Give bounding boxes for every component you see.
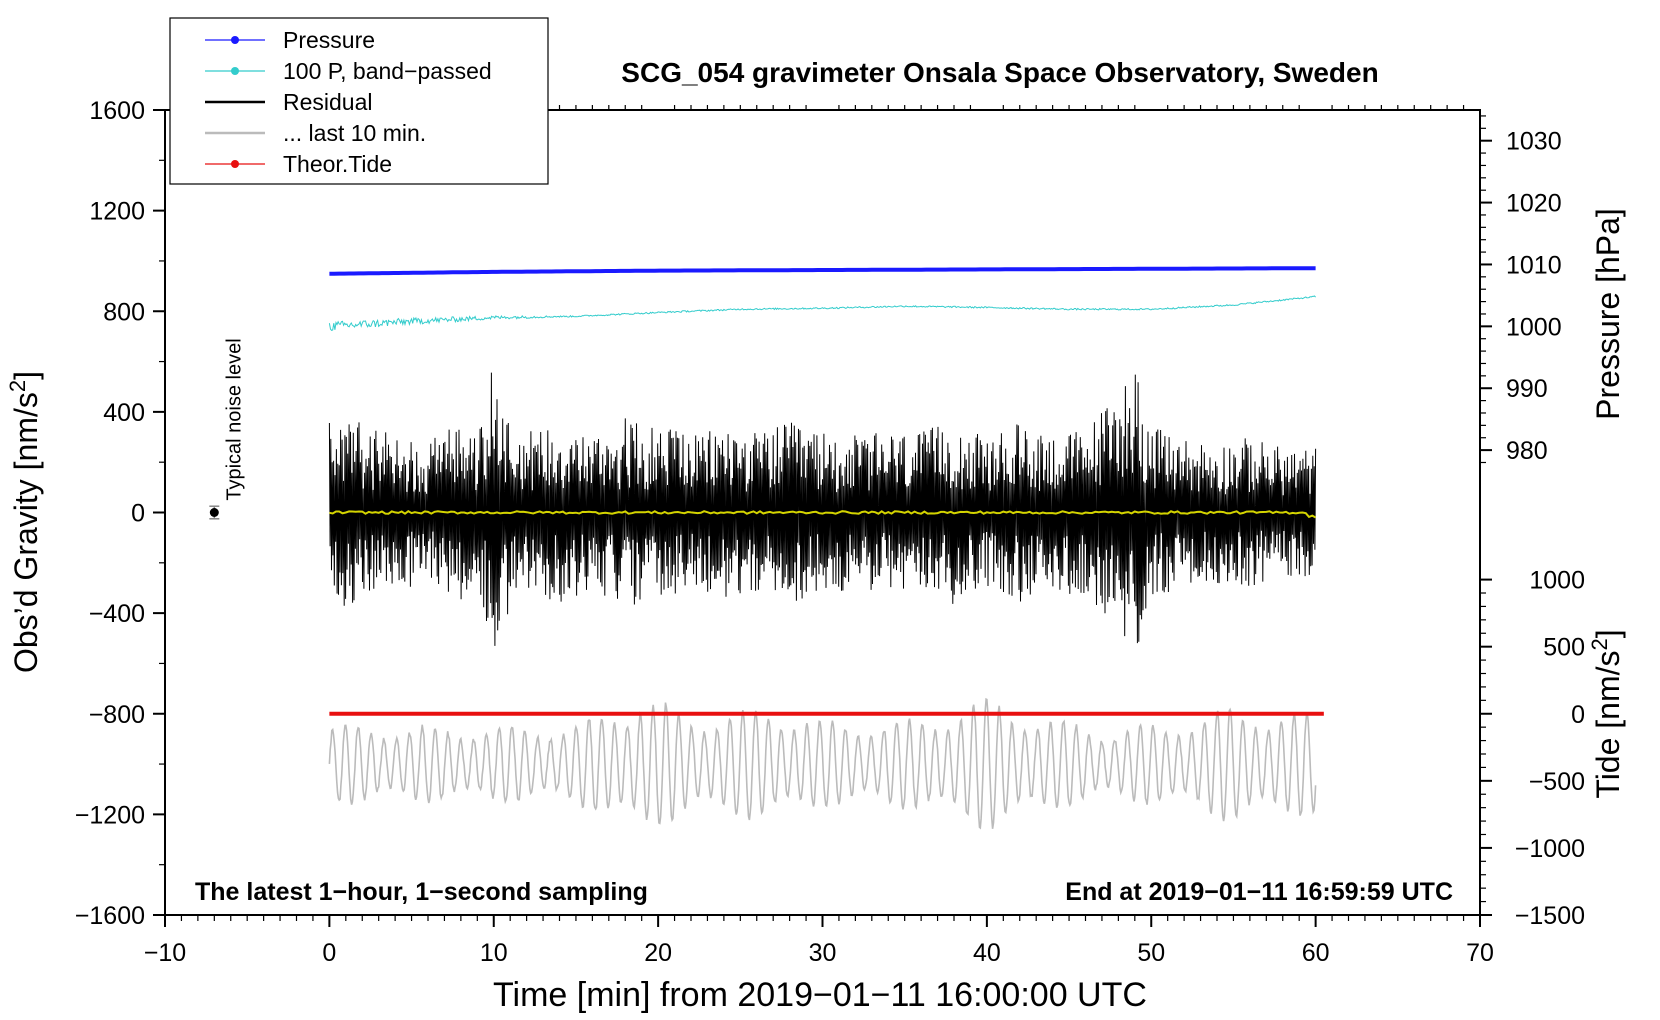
x-tick-label: 20 (644, 939, 672, 967)
legend-entry: 100 P, band−passed (205, 58, 492, 84)
tide-tick-label: 0 (1571, 701, 1585, 729)
legend-marker (231, 36, 239, 44)
pressure-tick-label: 1000 (1506, 313, 1562, 341)
legend-marker (231, 67, 239, 75)
annotation-sampling: The latest 1−hour, 1−second sampling (195, 878, 648, 906)
x-axis-label: Time [min] from 2019−01−11 16:00:00 UTC (493, 976, 1147, 1014)
residual-mean-line (329, 510, 1317, 519)
pressure-tick-label: 1030 (1506, 128, 1562, 156)
x-tick-label: 0 (322, 939, 336, 967)
legend-label: Pressure (283, 27, 375, 53)
pressure-tick-label: 980 (1506, 437, 1548, 465)
y-tick-label: 400 (103, 399, 145, 427)
y-tick-label: 0 (131, 500, 145, 528)
legend-entry: ... last 10 min. (205, 120, 426, 146)
x-axis: −10 0 10 20 30 40 50 60 70 (144, 105, 1494, 967)
noise-level-marker (209, 505, 220, 520)
x-tick-label: −10 (144, 939, 186, 967)
noise-point (209, 508, 219, 517)
legend-label: ... last 10 min. (283, 120, 426, 146)
y-tick-label: 800 (103, 298, 145, 326)
tide-tick-label: −1000 (1515, 835, 1585, 863)
pressure-tick-label: 1010 (1506, 251, 1562, 279)
last-10-min-line (328, 697, 1317, 830)
noise-level-label: Typical noise level (223, 338, 245, 500)
tide-tick-label: −1500 (1515, 902, 1585, 930)
pressure-axis-label: Pressure [hPa] (1590, 208, 1626, 420)
x-tick-label: 10 (480, 939, 508, 967)
chart-title: SCG_054 gravimeter Onsala Space Observat… (621, 57, 1378, 88)
pressure-axis: 1030 1020 1010 1000 990 980 (1480, 115, 1562, 465)
x-tick-label: 30 (809, 939, 837, 967)
tide-tick-label: 1000 (1529, 567, 1585, 595)
pressure-line (329, 266, 1316, 276)
legend-marker (231, 160, 239, 168)
x-tick-label: 50 (1137, 939, 1165, 967)
series-layer (328, 266, 1324, 830)
tide-axis-label: Tide [nm/s2] (1587, 629, 1627, 798)
tide-tick-label: −500 (1529, 768, 1585, 796)
y-tick-label: −400 (89, 600, 145, 628)
legend-label: Theor.Tide (283, 151, 392, 177)
band-passed-pressure-line (328, 295, 1316, 331)
y-axis-left: 1600 1200 800 400 0 −400 −800 −1200 −1600 (75, 97, 165, 930)
y-tick-label: 1200 (89, 198, 145, 226)
y-tick-label: −1600 (75, 902, 145, 930)
annotation-end-time: End at 2019−01−11 16:59:59 UTC (1065, 878, 1453, 906)
x-tick-label: 70 (1466, 939, 1494, 967)
y-tick-label: −1200 (75, 801, 145, 829)
x-tick-label: 40 (973, 939, 1001, 967)
legend-label: Residual (283, 89, 373, 115)
residual-line (328, 372, 1317, 646)
legend-entry: Pressure (205, 27, 375, 53)
y-tick-label: 1600 (89, 97, 145, 125)
legend: Pressure 100 P, band−passed Residual ... la… (169, 17, 549, 185)
legend-entry: Residual (205, 89, 373, 115)
tide-axis: 1000 500 0 −500 −1000 −1500 (1480, 567, 1585, 930)
y-tick-label: −800 (89, 701, 145, 729)
x-tick-label: 60 (1302, 939, 1330, 967)
tide-tick-label: 500 (1543, 634, 1585, 662)
pressure-tick-label: 1020 (1506, 190, 1562, 218)
legend-entry: Theor.Tide (205, 151, 392, 177)
legend-label: 100 P, band−passed (283, 58, 492, 84)
pressure-tick-label: 990 (1506, 375, 1548, 403)
y-axis-label-left: Obs’d Gravity [nm/s2] (5, 371, 45, 673)
